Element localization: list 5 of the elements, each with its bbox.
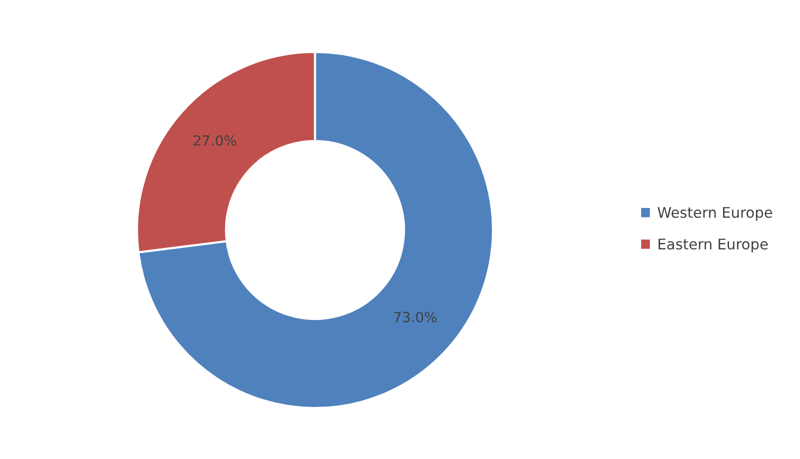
data-label: 73.0% xyxy=(394,312,436,322)
donut-slice xyxy=(137,50,494,410)
data-label: 27.0% xyxy=(194,135,236,146)
legend-label: Western Europe xyxy=(658,207,772,221)
legend-label: Eastern Europe xyxy=(658,238,768,252)
